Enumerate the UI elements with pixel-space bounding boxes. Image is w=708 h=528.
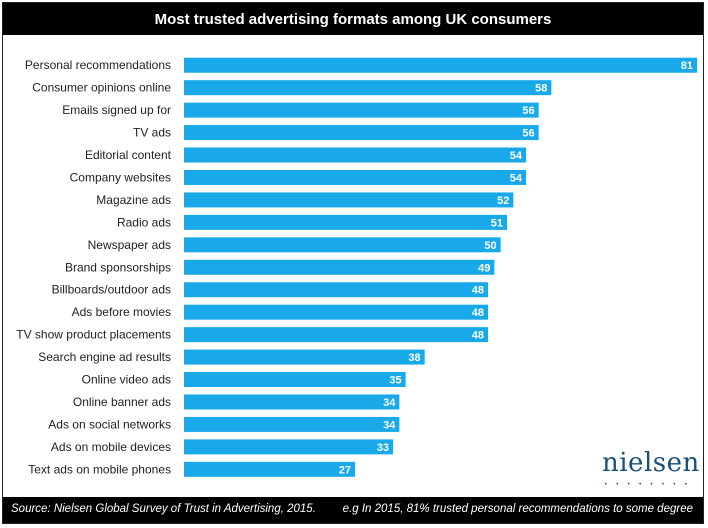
- value-label: 49: [478, 262, 490, 274]
- category-label: TV show product placements: [16, 328, 171, 342]
- nielsen-logo: nielsen: [602, 448, 700, 478]
- bar: [184, 372, 406, 388]
- bar: [184, 169, 526, 185]
- category-label: Radio ads: [117, 215, 171, 229]
- chart-title: Most trusted advertising formats among U…: [3, 3, 703, 35]
- value-label: 50: [484, 240, 496, 252]
- value-label: 81: [681, 60, 693, 72]
- value-label: 48: [472, 330, 484, 342]
- value-label: 54: [510, 150, 523, 162]
- category-label: Consumer opinions online: [32, 81, 171, 95]
- value-label: 54: [510, 172, 523, 184]
- category-label: Newspaper ads: [88, 238, 171, 252]
- value-label: 51: [491, 217, 503, 229]
- category-label: Ads on mobile devices: [51, 440, 171, 454]
- value-label: 27: [339, 464, 351, 476]
- bar: [184, 125, 539, 141]
- bar: [184, 214, 507, 230]
- bar: [184, 394, 400, 410]
- bar: [184, 349, 425, 365]
- bar: [184, 102, 539, 118]
- category-label: Text ads on mobile phones: [28, 462, 171, 476]
- category-label: Online banner ads: [73, 395, 171, 409]
- bar: [184, 327, 488, 343]
- bar: [184, 259, 495, 275]
- bar: [184, 147, 526, 163]
- bar: [184, 439, 393, 455]
- value-label: 38: [408, 352, 420, 364]
- bar: [184, 304, 488, 320]
- value-label: 33: [377, 442, 389, 454]
- bar: [184, 282, 488, 298]
- category-label: TV ads: [133, 126, 171, 140]
- bar: [184, 416, 400, 432]
- value-label: 56: [522, 128, 534, 140]
- value-label: 48: [472, 307, 484, 319]
- category-label: Emails signed up for: [62, 103, 171, 117]
- category-label: Ads before movies: [72, 305, 171, 319]
- value-label: 34: [383, 419, 396, 431]
- category-label: Editorial content: [85, 148, 172, 162]
- bar: [184, 461, 355, 477]
- category-label: Brand sponsorships: [65, 260, 171, 274]
- source-note: Source: Nielsen Global Survey of Trust i…: [11, 503, 316, 515]
- bar: [184, 57, 697, 73]
- value-label: 48: [472, 285, 484, 297]
- value-label: 52: [497, 195, 509, 207]
- bar: [184, 237, 501, 253]
- value-label: 56: [522, 105, 534, 117]
- category-label: Magazine ads: [96, 193, 171, 207]
- category-label: Personal recommendations: [25, 58, 171, 72]
- category-label: Ads on social networks: [48, 417, 171, 431]
- bar: [184, 80, 552, 96]
- value-label: 34: [383, 397, 396, 409]
- nielsen-logo-dots: • • • • • • • •: [604, 481, 691, 488]
- category-label: Billboards/outdoor ads: [52, 283, 171, 297]
- bar: [184, 192, 514, 208]
- category-label: Online video ads: [82, 373, 171, 387]
- value-label: 58: [535, 83, 547, 95]
- footer-bar: Source: Nielsen Global Survey of Trust i…: [3, 497, 703, 523]
- category-label: Company websites: [70, 170, 171, 184]
- example-note: e.g In 2015, 81% trusted personal recomm…: [342, 503, 693, 515]
- value-label: 35: [389, 375, 401, 387]
- category-label: Search engine ad results: [38, 350, 171, 364]
